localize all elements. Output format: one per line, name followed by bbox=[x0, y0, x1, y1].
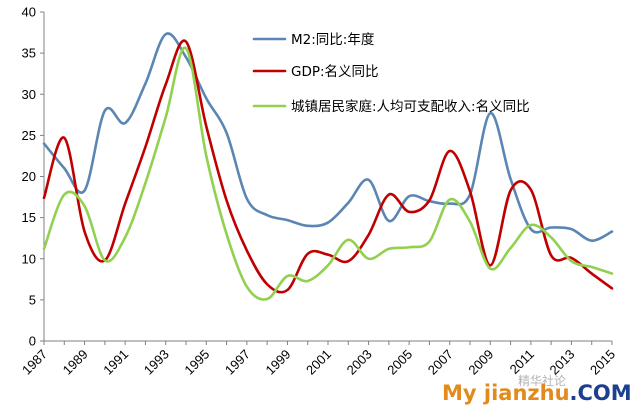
legend-label: 城镇居民家庭:人均可支配收入:名义同比 bbox=[291, 98, 530, 115]
x-tick-label: 1987 bbox=[19, 347, 50, 378]
series-line-gdp bbox=[42, 39, 614, 294]
watermark-brand-main: jianzhu bbox=[483, 381, 570, 405]
series-lines bbox=[42, 32, 614, 301]
watermark: 精华社论 My jianzhu.COM bbox=[442, 373, 632, 405]
x-tick-label: 2001 bbox=[303, 347, 334, 378]
x-tick-label: 2013 bbox=[546, 347, 577, 378]
legend-item-urban-income: 城镇居民家庭:人均可支配收入:名义同比 bbox=[252, 98, 530, 115]
y-tick-label: 30 bbox=[22, 87, 36, 102]
y-tick-label: 10 bbox=[22, 251, 36, 266]
watermark-brand-prefix: My bbox=[442, 381, 484, 405]
legend-item-m2: M2:同比:年度 bbox=[252, 32, 374, 48]
legend-label: M2:同比:年度 bbox=[291, 32, 374, 48]
x-tick-label: 1993 bbox=[141, 347, 172, 378]
legend-item-gdp: GDP:名义同比 bbox=[252, 64, 379, 80]
x-tick-label: 2005 bbox=[384, 347, 415, 378]
watermark-brand-suffix: .COM bbox=[570, 381, 632, 405]
y-tick-label: 25 bbox=[22, 128, 36, 143]
x-tick-label: 2011 bbox=[507, 347, 537, 377]
chart-axes bbox=[43, 12, 612, 342]
y-tick-label: 40 bbox=[22, 5, 36, 20]
x-tick-label: 2015 bbox=[587, 347, 618, 378]
x-tick-label: 1997 bbox=[222, 347, 253, 378]
legend-label: GDP:名义同比 bbox=[291, 64, 379, 80]
series-line-m2 bbox=[42, 32, 614, 242]
x-tick-label: 1999 bbox=[262, 347, 293, 378]
x-tick-label: 2007 bbox=[425, 347, 456, 378]
x-axis-ticks: 1987 1989 1991 1993 1995 1997 1999 2001 2003 2005… bbox=[19, 341, 618, 378]
x-tick-label: 1989 bbox=[60, 347, 91, 378]
y-tick-label: 0 bbox=[29, 334, 36, 349]
series-line-urban-income bbox=[42, 46, 614, 301]
y-tick-label: 5 bbox=[29, 292, 36, 307]
x-tick-label: 2003 bbox=[344, 347, 375, 378]
x-tick-label: 1995 bbox=[181, 347, 212, 378]
x-tick-label: 1991 bbox=[100, 347, 131, 378]
y-tick-label: 35 bbox=[22, 46, 36, 61]
x-tick-label: 2009 bbox=[465, 347, 496, 378]
y-tick-label: 15 bbox=[22, 210, 36, 225]
y-tick-label: 20 bbox=[22, 169, 36, 184]
watermark-brand: My jianzhu.COM bbox=[442, 381, 632, 405]
y-axis-ticks: 0 5 10 15 20 25 30 35 40 bbox=[22, 5, 44, 349]
watermark-channel-text: 精华社论 bbox=[518, 373, 566, 388]
